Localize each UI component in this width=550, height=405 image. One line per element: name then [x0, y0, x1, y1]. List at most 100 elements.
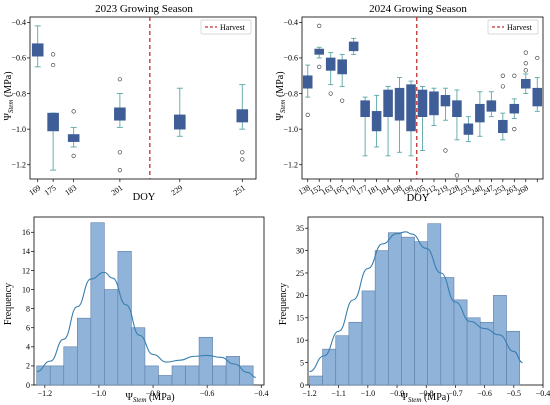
y-tick-label: 14 — [22, 247, 30, 256]
box-iqr — [371, 111, 382, 132]
legend-harvest-label: Harvest — [507, 23, 533, 32]
x-tick-label: 229 — [169, 183, 184, 197]
box-iqr — [406, 84, 416, 132]
histogram-bar — [144, 365, 159, 386]
plot-frame — [29, 16, 257, 180]
box-outlier — [117, 167, 122, 173]
y-tick-label: −0.4 — [283, 18, 298, 27]
box-iqr — [417, 89, 428, 117]
box-iqr — [314, 48, 324, 55]
box-iqr — [302, 75, 313, 89]
histogram-bar — [76, 317, 92, 386]
y-tick-label: 6 — [26, 324, 30, 333]
y-tick-label: 10 — [296, 336, 304, 345]
y-tick-label: −1.2 — [11, 161, 26, 170]
x-tick-label: −0.9 — [390, 389, 405, 398]
histogram-bar — [117, 251, 132, 386]
y-tick-label: 16 — [22, 228, 30, 237]
panel-title: 2023 Growing Season — [95, 3, 193, 15]
box-iqr — [509, 103, 520, 114]
histogram-bar — [374, 250, 389, 386]
box-outlier — [443, 148, 448, 153]
box-iqr — [31, 43, 44, 57]
histogram-bar — [63, 346, 78, 386]
box-outlier — [512, 127, 517, 132]
histogram-bar — [90, 222, 105, 386]
x-tick-label: 183 — [63, 183, 78, 197]
legend-harvest-label: Harvest — [220, 23, 246, 32]
histogram-bar — [506, 330, 520, 386]
x-tick-label: −1.0 — [361, 389, 376, 398]
x-tick-label: −0.8 — [419, 389, 434, 398]
histogram-bar — [198, 336, 213, 386]
y-axis-label: ΨStem (MPa) — [3, 71, 15, 120]
y-tick-label: 30 — [296, 246, 304, 255]
x-tick-label: 268 — [515, 183, 530, 197]
histogram-bar — [322, 348, 337, 386]
box-outlier — [117, 77, 122, 82]
box-outlier — [523, 61, 528, 66]
panel-2023-histogram: ΨStem (MPa) Frequency 0 2 4 6 8 10 12 14 16 −1.2 −… — [3, 216, 269, 404]
box-outlier — [523, 68, 528, 73]
box-iqr — [348, 41, 359, 52]
histogram-bar — [335, 335, 350, 386]
box-outlier — [328, 91, 333, 96]
x-tick-label: −0.8 — [146, 389, 161, 398]
panel-2024-boxplot: 2024 Growing Season DOY ΨStem (MPa) −1.2… — [275, 3, 544, 204]
y-tick-label: −1.0 — [11, 125, 26, 134]
y-tick-label: 20 — [296, 291, 304, 300]
box-iqr — [521, 79, 531, 89]
legend-box — [487, 19, 539, 35]
box-outlier — [512, 73, 517, 78]
y-tick-label: 35 — [296, 224, 304, 233]
kde-curve — [309, 231, 523, 373]
y-tick-label: −0.6 — [283, 54, 298, 63]
y-tick-label: −1.0 — [283, 125, 298, 134]
legend-box — [200, 19, 252, 35]
box-outlier — [454, 173, 460, 178]
histogram-bar — [212, 365, 227, 386]
box-outlier — [317, 23, 322, 29]
histogram-bar — [185, 365, 200, 386]
box-outlier — [340, 98, 345, 103]
x-tick-label: −0.5 — [507, 389, 522, 398]
box-outlier — [500, 73, 505, 78]
x-tick-label: −0.6 — [200, 389, 215, 398]
panel-title: 2024 Growing Season — [369, 3, 467, 15]
histogram-bar — [171, 365, 186, 386]
x-tick-label: −0.4 — [536, 389, 550, 398]
y-tick-label: 5 — [300, 358, 304, 367]
box-outlier — [535, 55, 540, 61]
x-tick-label: −0.6 — [477, 389, 492, 398]
box-iqr — [114, 107, 126, 121]
y-axis-label: Frequency — [3, 283, 14, 325]
box-iqr — [325, 57, 336, 71]
box-iqr — [236, 109, 249, 123]
panel-2023-boxplot: 2023 Growing Season DOY ΨStem (MPa) −1.2… — [3, 3, 257, 203]
x-tick-label: 175 — [43, 183, 58, 197]
box-iqr — [383, 89, 393, 117]
box-outlier — [51, 52, 56, 57]
x-tick-label: −1.2 — [38, 389, 53, 398]
histogram-bar — [36, 365, 51, 386]
box-outlier — [71, 109, 76, 114]
y-tick-label: −0.4 — [11, 18, 26, 27]
box-iqr — [452, 100, 462, 117]
x-tick-label: −1.1 — [331, 389, 346, 398]
histogram-bar — [466, 317, 481, 386]
histogram-bar — [387, 232, 402, 386]
y-tick-label: −1.2 — [283, 161, 298, 170]
y-tick-label: 0 — [300, 381, 304, 390]
x-tick-label: 251 — [232, 183, 247, 197]
x-tick-label: −0.4 — [254, 389, 269, 398]
histogram-bar — [414, 241, 428, 386]
histogram-bar — [440, 277, 455, 386]
box-outlier — [523, 50, 528, 55]
y-tick-label: 2 — [26, 362, 30, 371]
y-tick-label: −0.8 — [283, 89, 298, 98]
kde-curve — [36, 271, 256, 378]
y-tick-label: 25 — [296, 269, 304, 278]
y-tick-label: −0.8 — [11, 89, 26, 98]
x-tick-label: −0.7 — [448, 389, 463, 398]
